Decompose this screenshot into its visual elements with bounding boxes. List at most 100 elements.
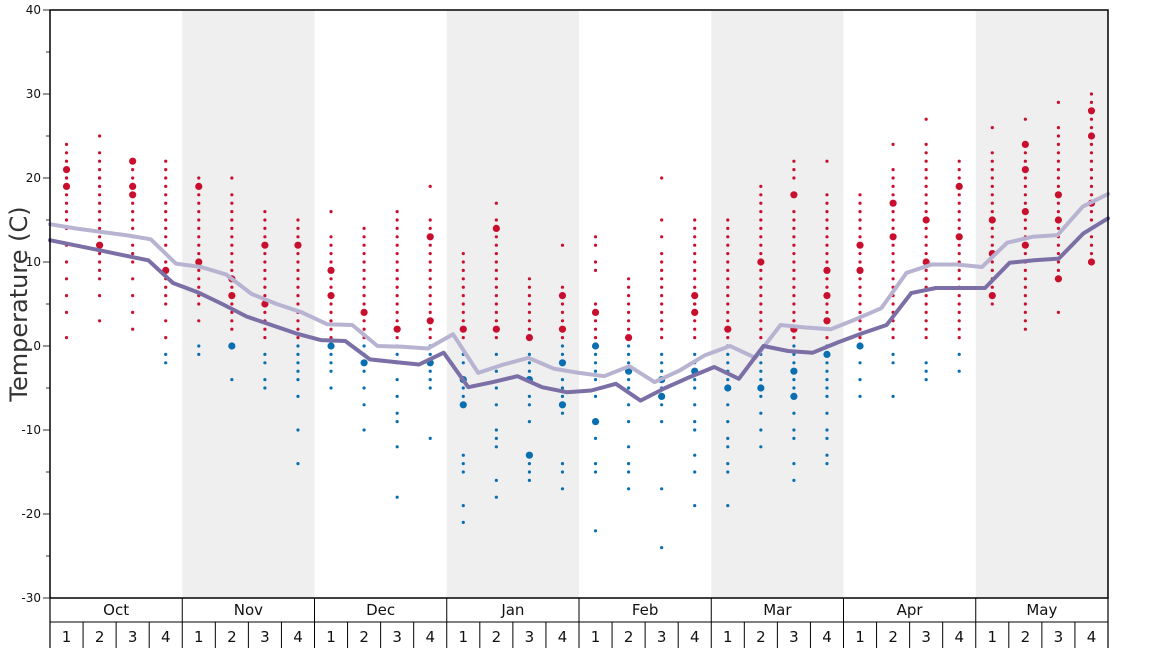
cold-point [693, 470, 697, 474]
warm-point [164, 243, 168, 247]
warm-point [64, 260, 69, 264]
week-label: 2 [624, 628, 634, 646]
warm-point [726, 277, 730, 281]
cold-point [362, 403, 366, 407]
cold-point [726, 470, 730, 474]
warm-point [97, 252, 102, 256]
warm-point-large [823, 292, 831, 300]
cold-point [660, 361, 664, 365]
month-band [446, 10, 579, 598]
cold-point [296, 344, 300, 348]
week-label: 4 [1087, 628, 1097, 646]
cold-point [825, 386, 829, 390]
warm-point-large [426, 317, 434, 325]
cold-point [494, 478, 498, 482]
cold-point [759, 378, 763, 382]
warm-point [957, 319, 961, 323]
warm-point [957, 302, 961, 306]
cold-point [527, 470, 532, 474]
warm-point [858, 193, 862, 197]
warm-point [660, 277, 664, 281]
warm-point [494, 252, 498, 256]
warm-point [660, 336, 664, 340]
month-label: Apr [897, 601, 924, 619]
cold-point [825, 428, 829, 432]
warm-point-large [327, 292, 335, 300]
warm-point [990, 268, 994, 272]
warm-point [792, 218, 796, 222]
warm-point [263, 210, 267, 214]
x-axis: Oct 1 2 3 4 Nov 1 2 3 4 Dec 1 2 3 4 Jan 1 2 3 4 Feb 1 2 3 4 Mar 1 2… [49, 598, 1109, 648]
week-label: 1 [591, 628, 601, 646]
cold-point-large [790, 392, 798, 400]
warm-point-large [889, 199, 897, 207]
warm-point [461, 294, 465, 298]
warm-point [362, 327, 366, 331]
cold-point [759, 445, 763, 449]
warm-point [494, 260, 498, 264]
cold-point [726, 436, 730, 440]
warm-point [296, 277, 300, 281]
warm-point [759, 327, 763, 331]
warm-point [362, 285, 366, 289]
week-label: 4 [954, 628, 964, 646]
warm-point [858, 210, 862, 214]
warm-point-large [525, 334, 534, 342]
month-label: Nov [234, 601, 263, 619]
warm-point [296, 285, 300, 289]
warm-point [428, 260, 432, 264]
warm-point [97, 134, 102, 138]
cold-point [759, 428, 763, 432]
cold-point [527, 369, 532, 373]
cold-point-large [327, 342, 335, 350]
warm-point [428, 243, 432, 247]
warm-point [825, 243, 829, 247]
warm-point [461, 285, 465, 289]
warm-point [164, 226, 168, 230]
warm-point-large [558, 292, 567, 300]
warm-point [693, 277, 697, 281]
cold-point [825, 361, 829, 365]
cold-point-large [228, 342, 236, 350]
cold-point [560, 394, 565, 398]
warm-point [230, 268, 234, 272]
cold-point [726, 378, 730, 382]
cold-point [329, 352, 333, 356]
warm-point [263, 252, 267, 256]
warm-point [626, 310, 631, 314]
warm-point [263, 336, 267, 340]
warm-point-large [195, 182, 203, 190]
warm-point [395, 260, 399, 264]
warm-point [660, 176, 664, 180]
warm-point [990, 235, 994, 239]
cold-point [759, 369, 763, 373]
warm-point [792, 226, 796, 230]
cold-point [197, 352, 201, 356]
warm-point [626, 277, 631, 281]
warm-point [296, 252, 300, 256]
cold-point [693, 386, 697, 390]
warm-point [527, 294, 532, 298]
warm-point [858, 285, 862, 289]
warm-point [593, 336, 598, 340]
warm-point [792, 159, 796, 163]
warm-point [957, 294, 961, 298]
week-label: 1 [62, 628, 72, 646]
warm-point [263, 285, 267, 289]
warm-point [825, 218, 829, 222]
cold-point [428, 386, 432, 390]
warm-point [990, 260, 994, 264]
warm-point [825, 285, 829, 289]
warm-point [1056, 252, 1061, 256]
warm-point-large [129, 157, 137, 165]
cold-point [560, 462, 565, 466]
warm-point [1089, 159, 1094, 163]
warm-point [461, 268, 465, 272]
warm-point [726, 268, 730, 272]
warm-point [924, 142, 928, 146]
warm-point [1023, 159, 1027, 163]
cold-point [164, 361, 168, 365]
warm-point [97, 151, 102, 155]
warm-point [230, 210, 234, 214]
warm-point [792, 210, 796, 214]
